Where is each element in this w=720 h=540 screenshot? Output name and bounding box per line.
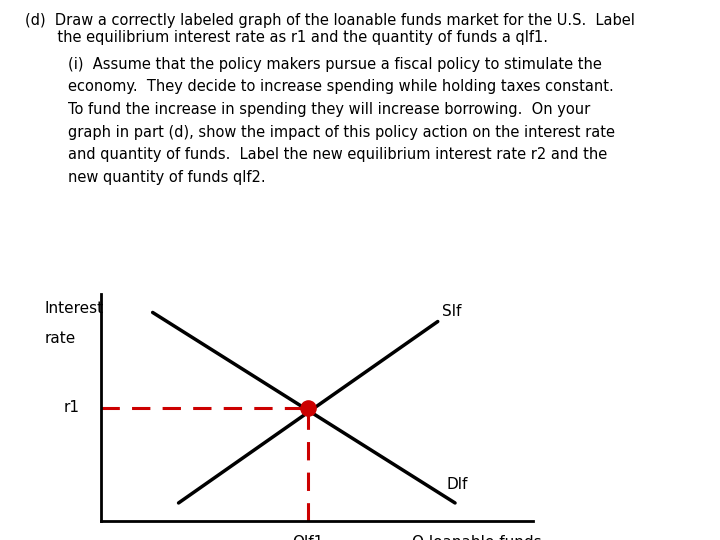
Text: rate: rate [45, 330, 76, 346]
Text: (d)  Draw a correctly labeled graph of the loanable funds market for the U.S.  L: (d) Draw a correctly labeled graph of th… [25, 14, 635, 29]
Text: Interest: Interest [45, 301, 104, 316]
Text: Qlf1: Qlf1 [292, 535, 324, 540]
Text: economy.  They decide to increase spending while holding taxes constant.: economy. They decide to increase spendin… [68, 79, 614, 94]
Text: (i)  Assume that the policy makers pursue a fiscal policy to stimulate the: (i) Assume that the policy makers pursue… [68, 57, 602, 72]
Text: Dlf: Dlf [446, 477, 468, 491]
Text: r1: r1 [63, 400, 79, 415]
Text: the equilibrium interest rate as r1 and the quantity of funds a qlf1.: the equilibrium interest rate as r1 and … [25, 30, 548, 45]
Text: graph in part (d), show the impact of this policy action on the interest rate: graph in part (d), show the impact of th… [68, 125, 616, 140]
Text: Slf: Slf [442, 304, 462, 319]
Text: and quantity of funds.  Label the new equilibrium interest rate r2 and the: and quantity of funds. Label the new equ… [68, 147, 608, 163]
Text: To fund the increase in spending they will increase borrowing.  On your: To fund the increase in spending they wi… [68, 102, 590, 117]
Text: new quantity of funds qlf2.: new quantity of funds qlf2. [68, 170, 266, 185]
Text: Q loanable funds: Q loanable funds [412, 535, 541, 540]
Point [302, 403, 314, 412]
